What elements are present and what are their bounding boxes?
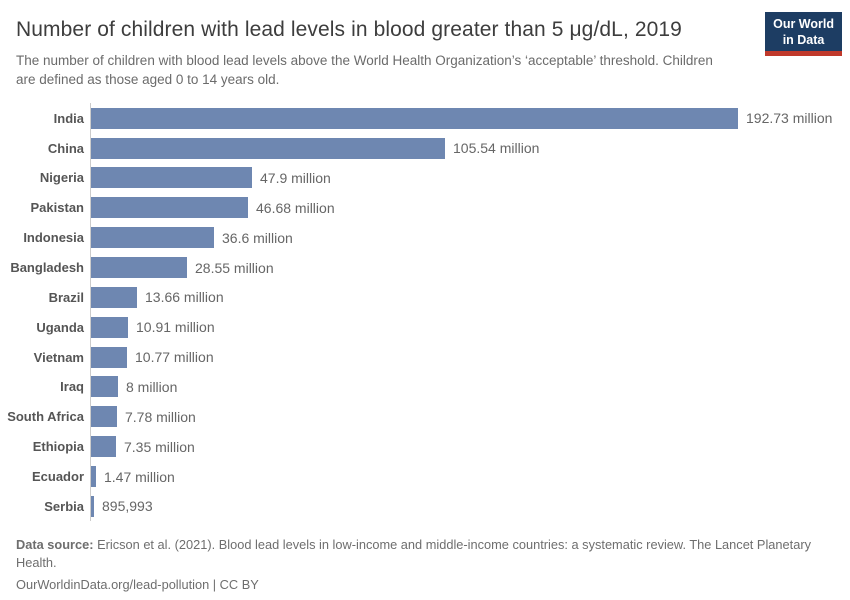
value-label: 36.6 million (222, 229, 293, 246)
bar[interactable] (91, 316, 128, 338)
chart-header: Number of children with lead levels in b… (0, 0, 850, 89)
bar[interactable] (91, 167, 252, 189)
value-label: 10.77 million (135, 349, 214, 366)
data-source-text: Ericson et al. (2021). Blood lead levels… (16, 537, 811, 571)
bar[interactable] (91, 436, 116, 458)
country-label: Ecuador (31, 469, 84, 485)
value-label: 7.78 million (125, 408, 196, 425)
bar[interactable] (91, 197, 248, 219)
country-label: Serbia (44, 498, 84, 514)
bar[interactable] (91, 257, 187, 279)
bar-zone: 895,993 (90, 491, 834, 522)
chart-subtitle: The number of children with blood lead l… (16, 53, 713, 88)
value-label: 28.55 million (195, 259, 274, 276)
country-label: Bangladesh (10, 260, 84, 276)
owid-logo-line2: in Data (782, 33, 825, 47)
bar-row: Serbia 895,993 (6, 491, 834, 522)
bar-zone: 10.91 million (90, 312, 834, 343)
bar-row: Brazil 13.66 million (6, 282, 834, 313)
bar-zone: 36.6 million (90, 222, 834, 253)
bar-chart: India 192.73 million China 105.54 million Ni… (6, 103, 834, 522)
bar[interactable] (91, 107, 738, 129)
bar-row: Nigeria 47.9 million (6, 163, 834, 193)
value-label: 47.9 million (260, 169, 331, 186)
bar[interactable] (91, 376, 118, 398)
bar-zone: 46.68 million (90, 192, 834, 223)
country-label: China (47, 140, 84, 156)
country-label: Nigeria (39, 170, 84, 186)
bar-zone: 7.78 million (90, 401, 834, 432)
bar-row: Bangladesh 28.55 million (6, 252, 834, 283)
country-label: Vietnam (33, 349, 84, 365)
value-label: 8 million (126, 378, 178, 395)
bar-row: Pakistan 46.68 million (6, 192, 834, 223)
bar-zone: 8 million (90, 372, 834, 402)
country-label: Iraq (60, 379, 84, 395)
value-label: 105.54 million (453, 140, 540, 157)
value-label: 46.68 million (256, 199, 335, 216)
country-label: Brazil (48, 289, 84, 305)
bar[interactable] (91, 137, 445, 159)
bar-zone: 47.9 million (90, 163, 834, 193)
bar-row: Ethiopia 7.35 million (6, 431, 834, 462)
country-label: South Africa (7, 409, 84, 425)
bar-zone: 105.54 million (90, 133, 834, 164)
value-label: 10.91 million (136, 319, 215, 336)
bar[interactable] (91, 346, 127, 368)
bar-row: India 192.73 million (6, 103, 834, 134)
country-label: Indonesia (23, 230, 84, 246)
bar-row: Uganda 10.91 million (6, 312, 834, 343)
bar-row: China 105.54 million (6, 133, 834, 164)
data-source-line: Data source: Ericson et al. (2021). Bloo… (16, 536, 816, 572)
country-label: India (53, 110, 84, 126)
bar-zone: 10.77 million (90, 342, 834, 373)
license-line[interactable]: OurWorldinData.org/lead-pollution | CC B… (16, 577, 259, 593)
value-label: 895,993 (102, 498, 153, 515)
bar-row: Indonesia 36.6 million (6, 222, 834, 253)
value-label: 192.73 million (746, 110, 833, 127)
chart-title: Number of children with lead levels in b… (16, 18, 682, 41)
bar-row: Iraq 8 million (6, 372, 834, 402)
bar-zone: 192.73 million (90, 103, 834, 134)
bar[interactable] (91, 286, 137, 308)
chart-footer: Data source: Ericson et al. (2021). Bloo… (16, 536, 834, 592)
bar[interactable] (91, 406, 117, 428)
owid-logo[interactable]: Our World in Data (765, 12, 842, 56)
bar[interactable] (91, 227, 214, 249)
bar-zone: 7.35 million (90, 431, 834, 462)
value-label: 1.47 million (104, 468, 175, 485)
value-label: 13.66 million (145, 289, 224, 306)
bar-zone: 1.47 million (90, 461, 834, 492)
bar-zone: 13.66 million (90, 282, 834, 313)
value-label: 7.35 million (124, 438, 195, 455)
owid-logo-line1: Our World (773, 17, 834, 31)
data-source-label: Data source: (16, 537, 94, 553)
bar-row: South Africa 7.78 million (6, 401, 834, 432)
country-label: Uganda (36, 319, 84, 335)
country-label: Pakistan (30, 200, 84, 216)
bar-row: Ecuador 1.47 million (6, 461, 834, 492)
bar[interactable] (91, 495, 94, 517)
bar-row: Vietnam 10.77 million (6, 342, 834, 373)
bar-zone: 28.55 million (90, 252, 834, 283)
country-label: Ethiopia (32, 439, 84, 455)
bar[interactable] (91, 466, 96, 488)
